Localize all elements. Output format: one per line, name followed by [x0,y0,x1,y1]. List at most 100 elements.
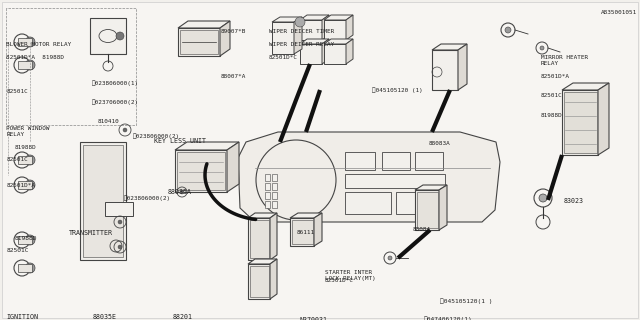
Text: Ⓢ045105120 (1): Ⓢ045105120 (1) [372,87,423,92]
Circle shape [116,32,124,40]
Text: Ⓢ045105120(1 ): Ⓢ045105120(1 ) [440,299,493,304]
Text: 88007*A: 88007*A [221,74,246,79]
Text: ⓝ023806000(2): ⓝ023806000(2) [124,195,171,201]
Text: ⓝ023806000(2): ⓝ023806000(2) [133,133,180,139]
Text: 82501D*A  81988D: 82501D*A 81988D [6,55,65,60]
Text: 82501C: 82501C [541,93,563,99]
Text: 81988D: 81988D [15,145,36,150]
Polygon shape [458,44,467,90]
Bar [18,38,32,46]
Text: ⓝ023806000(1): ⓝ023806000(1) [92,81,139,86]
Text: 88035A: 88035A [168,189,192,195]
Bar [290,218,314,246]
Text: WIPER DEICER TIMER: WIPER DEICER TIMER [269,29,334,34]
Bar [324,44,346,64]
Polygon shape [238,132,500,222]
Polygon shape [290,213,322,218]
Bar [272,174,277,181]
Bar [415,190,439,230]
Bar [265,201,270,208]
Text: TRANSMITTER: TRANSMITTER [69,230,113,236]
Polygon shape [220,21,230,56]
Polygon shape [415,185,447,190]
Circle shape [180,190,184,194]
Polygon shape [248,259,277,264]
Bar [345,152,375,170]
Polygon shape [175,142,239,150]
Bar [18,156,32,164]
Bar [292,220,313,244]
Bar [178,28,220,56]
Polygon shape [562,83,609,90]
Circle shape [295,17,305,27]
Text: 86111: 86111 [296,230,314,236]
Bar [177,152,225,190]
Bar [265,174,270,181]
Polygon shape [439,185,447,230]
Bar [18,236,32,244]
Bar [272,192,277,199]
Bar [265,192,270,199]
Polygon shape [314,213,322,246]
Bar [324,20,346,40]
Text: 83023: 83023 [563,198,583,204]
Text: 82501D*C: 82501D*C [269,55,298,60]
Bar [564,92,597,153]
Bar [396,192,442,214]
Text: 88201: 88201 [173,314,193,320]
Bar [382,152,410,170]
Bar [345,192,391,214]
Bar [250,220,269,258]
Polygon shape [432,44,467,50]
Circle shape [118,245,122,249]
Circle shape [123,128,127,132]
Bar [562,90,598,155]
Bar [18,181,32,189]
Bar [180,30,218,54]
Text: STARTER INTER
LOCK RELAY(MT): STARTER INTER LOCK RELAY(MT) [325,270,376,281]
Polygon shape [346,39,353,64]
Text: 88035E: 88035E [93,314,116,320]
Text: N370031: N370031 [300,317,328,320]
Polygon shape [324,39,353,44]
Polygon shape [300,39,329,44]
Circle shape [388,256,392,260]
Text: 82501D*A: 82501D*A [541,74,570,79]
Text: WIPER DEICER RELAY: WIPER DEICER RELAY [269,42,334,47]
Bar [300,44,322,64]
Circle shape [25,155,35,165]
Polygon shape [294,17,302,54]
Bar [18,61,32,69]
Polygon shape [272,17,302,22]
Text: Ⓢ047406120(1): Ⓢ047406120(1) [424,317,472,320]
Text: MIRROR HEATER
RELAY: MIRROR HEATER RELAY [541,55,588,66]
Circle shape [118,220,122,224]
Bar [83,145,123,257]
Text: 82501C: 82501C [6,89,28,94]
Bar [415,152,443,170]
Text: 82501D*C: 82501D*C [325,278,354,284]
Bar [175,150,227,192]
Text: 82501C: 82501C [6,248,29,253]
Circle shape [539,194,547,202]
Text: ⓝ023706000(2): ⓝ023706000(2) [92,100,139,105]
Bar [432,50,458,90]
Text: POWER WINDOW
RELAY: POWER WINDOW RELAY [6,126,50,137]
Bar [90,18,126,54]
Bar [248,264,270,299]
Polygon shape [324,15,353,20]
Bar [80,142,126,260]
Bar [345,174,445,188]
Polygon shape [300,15,329,20]
Text: 81988D: 81988D [541,113,563,118]
Circle shape [25,235,35,245]
Circle shape [505,27,511,33]
Text: 81988D: 81988D [15,236,37,241]
Text: IGNITION
RELAY
82501D*A: IGNITION RELAY 82501D*A [6,314,38,320]
Text: BLOWER MOTOR RELAY: BLOWER MOTOR RELAY [6,42,72,47]
Text: KEY LESS UNIT: KEY LESS UNIT [154,138,205,144]
Polygon shape [598,83,609,155]
Text: A835001051: A835001051 [600,10,637,15]
Bar [105,202,133,216]
Bar [300,20,322,40]
